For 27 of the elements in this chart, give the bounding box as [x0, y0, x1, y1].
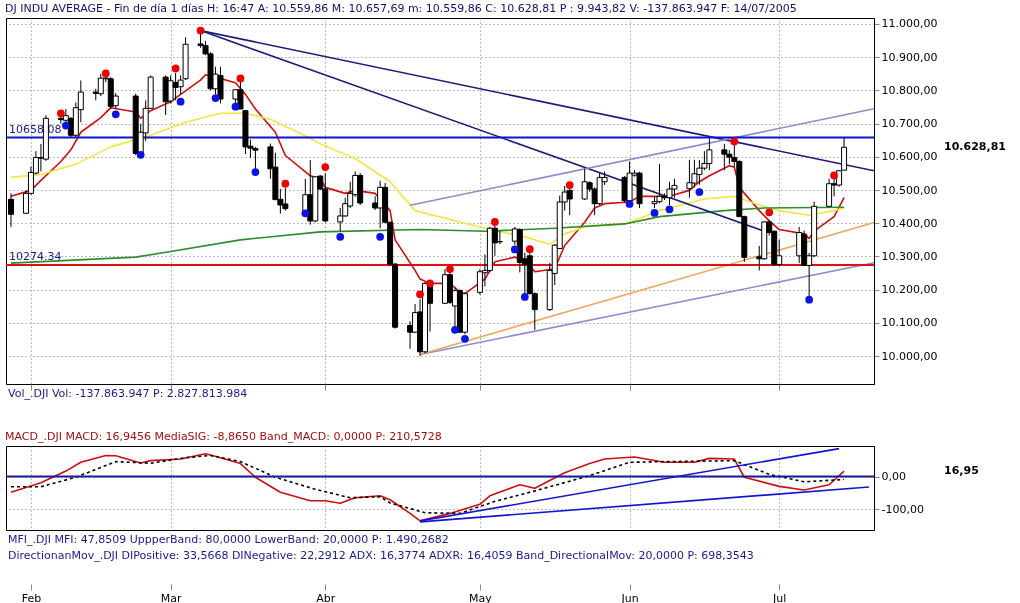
y-tick-label: 10.600,00	[881, 150, 938, 164]
text: MFI_.DJI MFI: 47,8509 UppperBand: 80,0000 LowerBand: 20,0000 P: 1.490,2682	[8, 533, 449, 546]
y-tick-label: -100,00	[881, 502, 924, 516]
chart-title: MACD_.DJI MACD: 16,9456 MediaSIG: -8,8650 Band_MACD: 0,0000 P: 210,5728	[5, 430, 442, 443]
x-tick-label: Mar	[160, 591, 182, 603]
x-tick-label: Abr	[316, 591, 336, 603]
text: Vol_.DJI Vol: -137.863.947 P: 2.827.813.984	[8, 387, 248, 400]
y-tick-label: 10.400,00	[881, 216, 938, 230]
text: DirectionanMov_.DJI DIPositive: 33,5668 DINegative: 22,2912 ADX: 16,3774 ADXR: 16,4059 Band_DirectionalMov: 20,0000 P: 698,3543	[8, 549, 754, 562]
text: 10.628,81	[944, 140, 1006, 154]
y-tick-label: 0,00	[881, 470, 906, 484]
y-tick-label: 10.500,00	[881, 183, 938, 197]
x-tick-label: Feb	[21, 591, 42, 603]
y-tick-label: 10.000,00	[881, 349, 938, 363]
y-tick-label: 10.100,00	[881, 316, 938, 330]
chart-title: DJ INDU AVERAGE - Fin de día 1 días H: 16:47 A: 10.559,86 M: 10.657,69 m: 10.559,86 C: 10.628,81 P : 9.943,82 V: -137.863.947 F: 14/07/2005	[5, 1, 797, 15]
x-tick-label: Jun	[620, 591, 639, 603]
y-tick-label: 10.800,00	[881, 83, 938, 97]
y-tick-label: 10.200,00	[881, 283, 938, 297]
x-tick-label: Jul	[772, 591, 787, 603]
y-tick-label: 10.900,00	[881, 50, 938, 64]
x-tick-label: May	[469, 591, 493, 603]
y-tick-label: 11.000,00	[881, 17, 938, 31]
ref-line-label: 10274.34	[9, 249, 62, 263]
y-tick-label: 10.700,00	[881, 117, 938, 131]
text: 16,95	[944, 464, 979, 478]
y-tick-label: 10.300,00	[881, 249, 938, 263]
